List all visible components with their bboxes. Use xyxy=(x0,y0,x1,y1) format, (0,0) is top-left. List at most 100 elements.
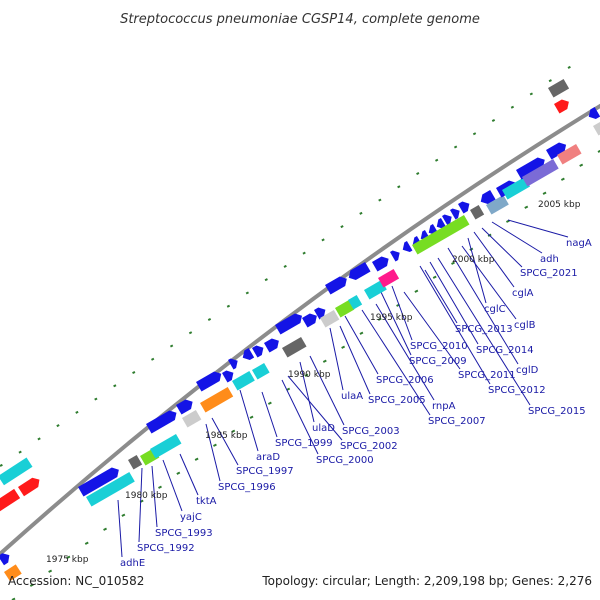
gene-label: SPCG_1999 xyxy=(275,438,333,449)
gene-label: yajC xyxy=(180,512,202,523)
gene-feature xyxy=(320,310,340,328)
gene-feature xyxy=(196,371,222,392)
tick-mark xyxy=(231,429,236,433)
gene-label: SPCG_2002 xyxy=(340,441,398,452)
tick-mark xyxy=(94,397,98,401)
tick-mark xyxy=(283,264,287,268)
tick-mark xyxy=(321,238,325,242)
tick-mark xyxy=(245,291,249,295)
gene-feature xyxy=(546,142,567,160)
gene-feature xyxy=(150,434,182,459)
leader-line xyxy=(437,257,531,406)
gene-feature xyxy=(378,269,400,288)
leader-line xyxy=(339,325,371,395)
tick-mark xyxy=(560,177,565,181)
gene-label: SPCG_2011 xyxy=(458,370,516,381)
gene-feature xyxy=(412,215,470,255)
leader-line xyxy=(299,361,315,423)
leader-line xyxy=(162,459,183,512)
leader-line xyxy=(375,303,435,401)
tick-mark xyxy=(341,345,346,349)
leader-line xyxy=(239,389,259,452)
gene-label: cglD xyxy=(516,365,539,376)
leader-line xyxy=(429,261,479,345)
tick-mark xyxy=(548,79,552,83)
gene-feature xyxy=(557,144,582,165)
tick-mark xyxy=(75,410,79,414)
gene-label: ulaA xyxy=(341,391,363,402)
gene-label: rnpA xyxy=(432,401,456,412)
leader-line xyxy=(424,269,458,324)
gene-label: SPCG_2006 xyxy=(376,375,434,386)
tick-mark xyxy=(29,583,34,587)
gene-feature xyxy=(282,337,307,358)
gene-feature xyxy=(0,553,10,566)
gene-label: cglB xyxy=(514,320,536,331)
gene-feature xyxy=(0,457,33,486)
leader-line xyxy=(419,265,491,385)
scale-label: 2005 kbp xyxy=(538,200,581,210)
gene-label: SPCG_2005 xyxy=(368,395,426,406)
gene-feature xyxy=(252,345,264,358)
tick-mark xyxy=(151,357,155,361)
accession-text: Accession: NC_010582 xyxy=(8,574,144,588)
tick-mark xyxy=(113,384,117,388)
tick-mark xyxy=(542,191,547,195)
leader-line xyxy=(205,423,221,482)
leader-line xyxy=(481,227,523,268)
genome-summary-text: Topology: circular; Length: 2,209,198 bp… xyxy=(261,574,592,588)
gene-feature xyxy=(390,250,400,262)
gene-label: cglA xyxy=(512,288,534,299)
tick-marks xyxy=(0,65,600,600)
tick-mark xyxy=(529,92,533,96)
tick-mark xyxy=(451,261,455,265)
tick-mark xyxy=(158,485,162,489)
leader-line xyxy=(467,237,487,304)
tick-mark xyxy=(359,331,364,335)
gene-feature xyxy=(372,256,389,272)
tick-mark xyxy=(188,331,193,335)
gene-feature xyxy=(335,300,355,318)
tick-mark xyxy=(397,185,401,189)
gene-feature xyxy=(176,399,193,415)
gene-feature xyxy=(252,363,270,380)
tick-mark xyxy=(212,443,217,447)
gene-feature xyxy=(364,280,387,300)
gene-feature xyxy=(18,477,40,497)
tick-mark xyxy=(472,132,477,136)
tick-mark xyxy=(132,371,136,375)
gene-feature xyxy=(486,195,509,215)
tick-mark xyxy=(340,225,344,229)
gene-feature xyxy=(588,107,600,120)
gene-label: araD xyxy=(256,452,280,463)
gene-feature xyxy=(0,488,21,512)
gene-label: SPCG_2003 xyxy=(342,426,400,437)
gene-label: SPCG_2012 xyxy=(488,385,546,396)
gene-label: tktA xyxy=(196,496,217,507)
gene-feature xyxy=(554,99,569,114)
gene-feature xyxy=(325,276,347,295)
gene-label: SPCG_2009 xyxy=(409,356,467,367)
leader-line xyxy=(491,221,543,254)
gene-feature xyxy=(402,241,413,253)
label-leader-lines xyxy=(117,219,569,558)
gene-label: SPCG_2013 xyxy=(455,324,513,335)
gene-feature xyxy=(264,338,279,353)
leader-line xyxy=(473,231,515,288)
gene-feature xyxy=(442,214,452,226)
gene-feature xyxy=(502,177,531,200)
tick-mark xyxy=(0,463,3,467)
gene-label: SPCG_2000 xyxy=(316,455,374,466)
tick-mark xyxy=(377,317,382,321)
gene-label: SPCG_2021 xyxy=(520,268,578,279)
gene-feature xyxy=(232,371,255,391)
gene-feature xyxy=(450,208,460,220)
gene-label: ulaD xyxy=(312,423,335,434)
gene-feature xyxy=(458,201,470,214)
leader-line xyxy=(361,309,431,416)
gene-feature xyxy=(146,410,177,434)
gene-feature xyxy=(86,472,135,507)
leader-line xyxy=(117,499,123,558)
